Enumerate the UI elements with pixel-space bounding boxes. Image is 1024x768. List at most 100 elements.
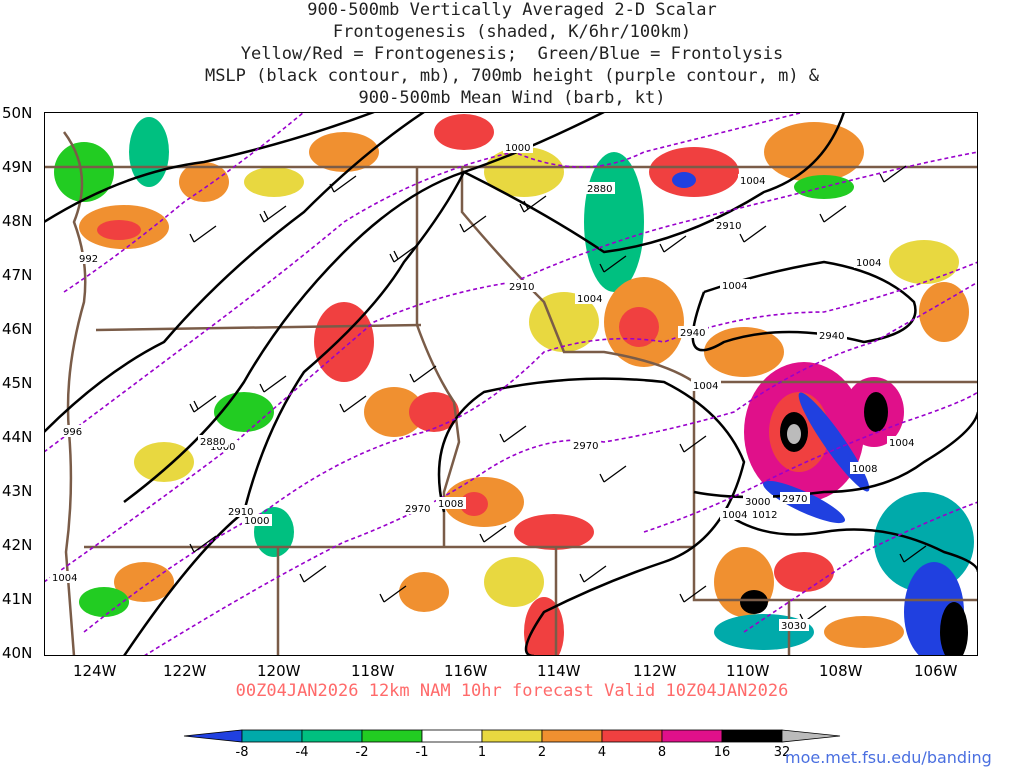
svg-text:1012: 1012	[752, 510, 777, 521]
svg-text:1004: 1004	[722, 281, 747, 292]
svg-text:1004: 1004	[856, 258, 881, 269]
height-label: 2940	[678, 326, 708, 339]
lat-label-49n: 49N	[2, 158, 33, 176]
colorbar-tick-label: -1	[416, 745, 429, 760]
svg-text:1008: 1008	[852, 464, 877, 475]
mslp-label: 1004	[50, 571, 80, 584]
lon-label-110w: 110W	[726, 662, 770, 680]
colorbar-swatch	[541, 729, 603, 743]
svg-text:3000: 3000	[745, 497, 770, 508]
title-line-1: 900-500mb Vertically Averaged 2-D Scalar	[307, 0, 717, 20]
svg-text:1004: 1004	[740, 176, 765, 187]
svg-text:2970: 2970	[573, 441, 598, 452]
mslp-label: 1004	[720, 508, 750, 521]
contour-labels: 1000 992 1004 1000 1004 1004 1004 1008 1…	[50, 141, 917, 632]
lat-label-48n: 48N	[2, 212, 33, 230]
height-label: 2910	[226, 505, 256, 518]
svg-text:2940: 2940	[680, 328, 705, 339]
mslp-label: 1000	[503, 141, 533, 154]
svg-text:1000: 1000	[210, 442, 235, 453]
svg-text:2970: 2970	[405, 504, 430, 515]
height-label: 2940	[817, 329, 847, 342]
colorbar-tick-label: 32	[774, 745, 791, 760]
svg-text:2910: 2910	[228, 507, 253, 518]
title-line-2: Frontogenesis (shaded, K/6hr/100km)	[332, 22, 692, 42]
mslp-label: 996	[61, 425, 85, 438]
mslp-label: 1012	[750, 508, 780, 521]
colorbar-tick-label: 8	[658, 745, 666, 760]
colorbar-swatch	[721, 729, 783, 743]
map-panel: 1000 992 1004 1000 1004 1004 1004 1008 1…	[44, 112, 978, 656]
mslp-label: 1004	[691, 379, 721, 392]
svg-text:2940: 2940	[819, 331, 844, 342]
lon-label-118w: 118W	[351, 662, 395, 680]
svg-text:1004: 1004	[52, 573, 77, 584]
lon-label-116w: 116W	[444, 662, 488, 680]
colorbar-tick-label: 2	[538, 745, 546, 760]
mslp-contours	[44, 112, 978, 656]
svg-text:2910: 2910	[509, 282, 534, 293]
lat-label-42n: 42N	[2, 536, 33, 554]
svg-text:2910: 2910	[716, 221, 741, 232]
colorbar-tick-label: 1	[478, 745, 486, 760]
lat-label-50n: 50N	[2, 104, 33, 122]
lat-label-47n: 47N	[2, 266, 33, 284]
lon-label-106w: 106W	[914, 662, 958, 680]
lat-label-41n: 41N	[2, 590, 33, 608]
colorbar: -8 -4 -2 -1 1 2 4 8 16 32	[183, 729, 841, 760]
wind-barbs	[189, 165, 927, 623]
mslp-label: 1008	[850, 462, 880, 475]
svg-text:3030: 3030	[781, 621, 806, 632]
lon-label-120w: 120W	[257, 662, 301, 680]
mslp-label: 1004	[575, 292, 605, 305]
svg-text:1000: 1000	[505, 143, 530, 154]
lat-label-46n: 46N	[2, 320, 33, 338]
svg-text:2880: 2880	[200, 437, 225, 448]
height-label: 2970	[780, 492, 810, 505]
mslp-label: 992	[77, 252, 101, 265]
lat-label-40n: 40N	[2, 644, 33, 662]
colorbar-tick-label: -4	[296, 745, 309, 760]
colorbar-swatch	[661, 729, 723, 743]
mslp-label: 1008	[436, 497, 466, 510]
lon-label-122w: 122W	[163, 662, 207, 680]
colorbar-swatch	[241, 729, 303, 743]
title-line-4: MSLP (black contour, mb), 700mb height (…	[204, 66, 820, 86]
svg-text:996: 996	[63, 427, 82, 438]
title-line-5: 900-500mb Mean Wind (barb, kt)	[358, 88, 666, 108]
lon-label-124w: 124W	[73, 662, 117, 680]
colorbar-arrow-left	[183, 729, 243, 743]
colorbar-swatch	[601, 729, 663, 743]
colorbar-labels: -8 -4 -2 -1 1 2 4 8 16 32	[236, 745, 791, 760]
svg-text:2880: 2880	[587, 184, 612, 195]
height-label: 2880	[198, 435, 228, 448]
lon-label-114w: 114W	[537, 662, 581, 680]
forecast-valid-text: 00Z04JAN2026 12km NAM 10hr forecast Vali…	[235, 681, 789, 701]
svg-text:1004: 1004	[577, 294, 602, 305]
svg-text:992: 992	[79, 254, 98, 265]
colorbar-swatch	[421, 729, 483, 743]
lat-label-43n: 43N	[2, 482, 33, 500]
height-label: 3030	[779, 619, 809, 632]
svg-text:1000: 1000	[244, 516, 269, 527]
lon-label-112w: 112W	[633, 662, 677, 680]
colorbar-tick-label: -8	[236, 745, 249, 760]
height-label: 2970	[571, 439, 601, 452]
mslp-label: 1004	[887, 436, 917, 449]
height-label: 2880	[585, 182, 615, 195]
svg-text:1008: 1008	[438, 499, 463, 510]
colorbar-swatch	[301, 729, 363, 743]
title-line-3: Yellow/Red = Frontogenesis; Green/Blue =…	[240, 44, 784, 64]
mslp-label: 1004	[720, 279, 750, 292]
colorbar-tick-label: -2	[356, 745, 369, 760]
height-label: 2910	[714, 219, 744, 232]
height-label: 2970	[403, 502, 433, 515]
state-borders	[44, 131, 978, 656]
height-label: 2910	[507, 280, 537, 293]
lat-label-44n: 44N	[2, 428, 33, 446]
svg-text:1004: 1004	[722, 510, 747, 521]
colorbar-swatch	[361, 729, 423, 743]
svg-text:1004: 1004	[889, 438, 914, 449]
colorbar-arrow-right	[781, 729, 841, 743]
svg-text:2970: 2970	[782, 494, 807, 505]
